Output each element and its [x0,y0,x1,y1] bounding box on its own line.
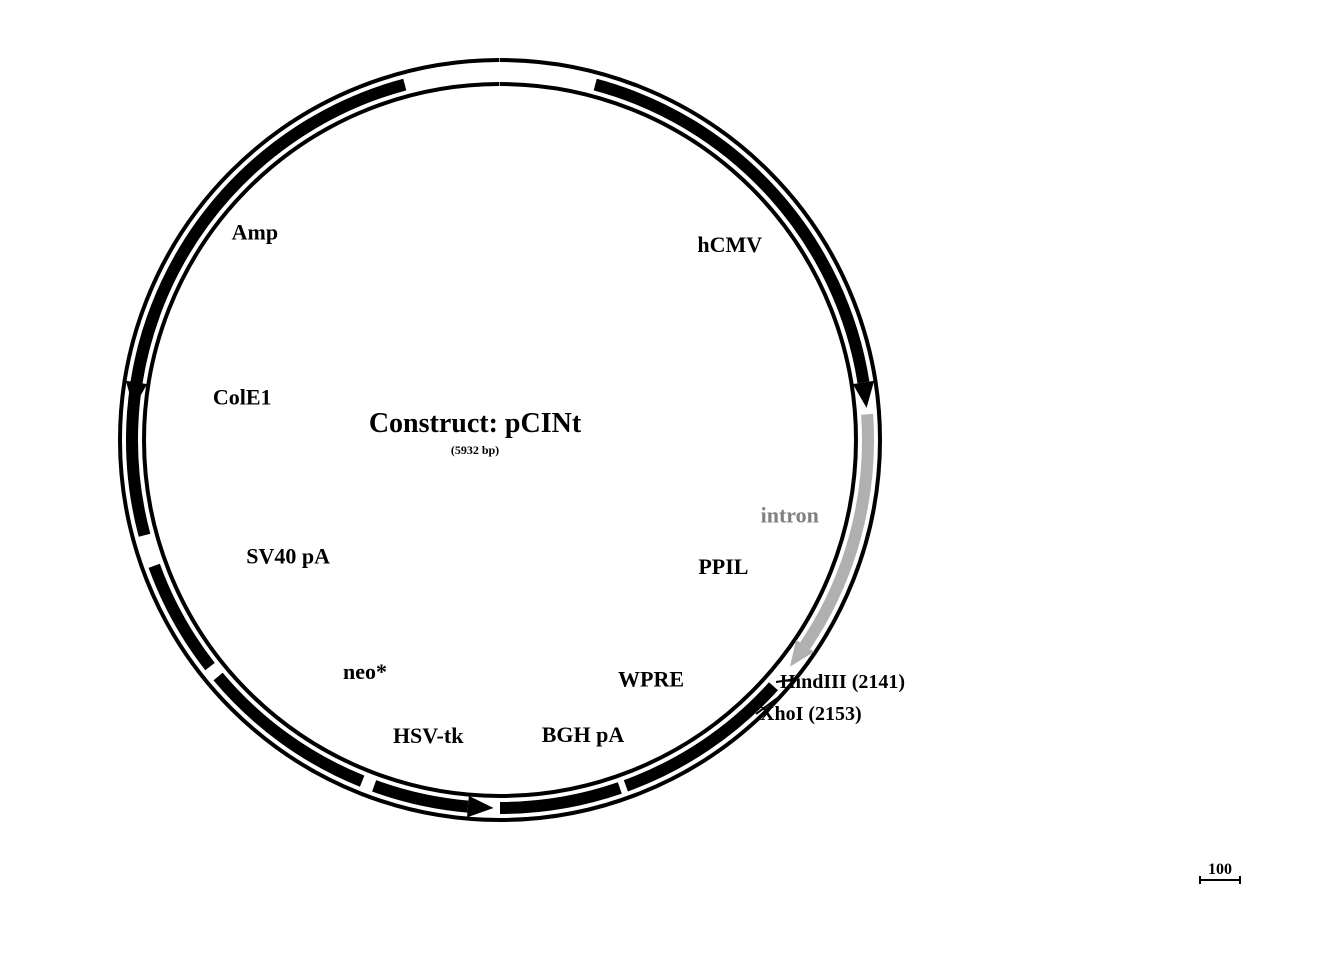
plasmid-title: Construct: pCINt [369,408,582,439]
scale-label: 100 [1208,861,1232,878]
feature-label-hsv-tk: HSV-tk [393,723,464,748]
feature-label-intron: intron [761,503,819,528]
backbone-inner [144,84,856,796]
feature-label-neo-: neo* [343,659,387,684]
site-label-0: HindIII (2141) [780,671,905,693]
feature-label-bgh-pa: BGH pA [542,722,625,747]
feature-label-wpre: WPRE [618,667,684,692]
feature-label-cole1: ColE1 [213,385,272,410]
plasmid-size: (5932 bp) [451,443,499,457]
feature-label-ppil: PPIL [698,554,748,579]
plasmid-map: Amp hCMV intron PPIL WPRE BGH pA HSV-tk neo* SV4… [0,0,1332,955]
feature-arrow-hsv-tk [467,796,494,818]
feature-label-amp: Amp [232,219,278,244]
site-label-1: XhoI (2153) [760,703,862,725]
feature-label-sv40-pa: SV40 pA [246,543,330,568]
feature-label-hcmv: hCMV [697,232,762,257]
